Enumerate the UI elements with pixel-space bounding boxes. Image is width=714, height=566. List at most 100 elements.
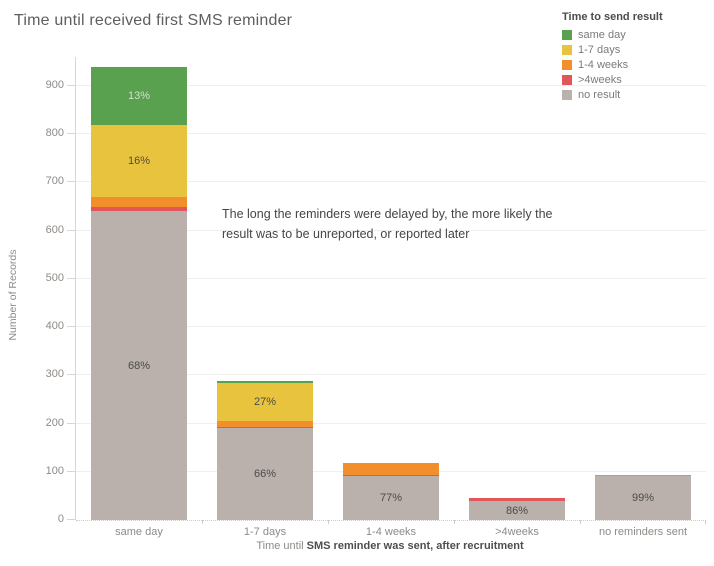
y-tick-mark bbox=[67, 471, 75, 472]
legend-item-label: no result bbox=[578, 88, 621, 101]
color-legend: Time to send result same day 1-7 days 1-4 … bbox=[562, 11, 712, 102]
chart-annotation: The long the reminders were delayed by, … bbox=[222, 204, 553, 244]
bar-slot: 86% bbox=[454, 498, 580, 520]
x-axis-baseline bbox=[76, 520, 706, 521]
segment-label: 66% bbox=[253, 468, 277, 481]
bar-segment[interactable]: 13% bbox=[91, 66, 187, 126]
bar-segment[interactable]: 77% bbox=[343, 476, 439, 520]
legend-title: Time to send result bbox=[562, 11, 663, 23]
y-tick-label: 700 bbox=[45, 175, 64, 187]
y-tick-label: 300 bbox=[45, 368, 64, 380]
legend-swatch-icon bbox=[562, 59, 572, 70]
bar-segment[interactable]: 99% bbox=[595, 475, 691, 520]
legend-items: same day 1-7 days 1-4 weeks >4weeks no resul… bbox=[562, 27, 712, 102]
annotation-line-1: The long the reminders were delayed by, … bbox=[222, 207, 553, 221]
legend-item-label: >4weeks bbox=[578, 73, 622, 86]
stacked-bar-1-4-weeks[interactable]: 77% bbox=[343, 463, 439, 520]
stacked-bar--4weeks[interactable]: 86% bbox=[469, 498, 565, 520]
stacked-bar-same-day[interactable]: 68% 16% 13% bbox=[91, 66, 187, 520]
bar-segment[interactable] bbox=[343, 474, 439, 477]
legend-item[interactable]: >4weeks bbox=[562, 72, 712, 87]
legend-swatch-icon bbox=[562, 89, 572, 100]
bar-segment[interactable] bbox=[595, 474, 691, 476]
annotation-line-2: result was to be unreported, or reported… bbox=[222, 227, 470, 241]
y-tick-label: 800 bbox=[45, 127, 64, 139]
legend-swatch-icon bbox=[562, 29, 572, 40]
y-tick-label: 0 bbox=[57, 513, 64, 525]
bar-segment[interactable]: 86% bbox=[469, 501, 565, 520]
y-tick-mark bbox=[67, 278, 75, 279]
bar-slot: 68% 16% 13% bbox=[76, 66, 202, 520]
y-tick-mark bbox=[67, 230, 75, 231]
gridline bbox=[76, 230, 706, 231]
category-divider bbox=[454, 520, 455, 524]
bar-slot: 66% 27% bbox=[202, 381, 328, 520]
category-divider bbox=[705, 520, 706, 524]
segment-label: 13% bbox=[127, 89, 151, 102]
y-tick-mark bbox=[67, 181, 75, 182]
x-category-label: no reminders sent bbox=[598, 526, 688, 538]
y-tick-label: 100 bbox=[45, 465, 64, 477]
segment-label: 68% bbox=[127, 359, 151, 372]
legend-item[interactable]: 1-7 days bbox=[562, 42, 712, 57]
bar-segment[interactable]: 66% bbox=[217, 428, 313, 520]
category-divider bbox=[202, 520, 203, 524]
y-tick-mark bbox=[67, 326, 75, 327]
x-category-label: 1-4 weeks bbox=[365, 526, 417, 538]
legend-item[interactable]: 1-4 weeks bbox=[562, 57, 712, 72]
bar-slot: 99% bbox=[580, 474, 706, 520]
category-divider bbox=[328, 520, 329, 524]
legend-swatch-icon bbox=[562, 74, 572, 85]
bar-segment[interactable] bbox=[91, 206, 187, 212]
segment-label: 99% bbox=[631, 491, 655, 504]
bar-segment[interactable] bbox=[217, 381, 313, 384]
y-axis-title: Number of Records bbox=[7, 249, 19, 341]
gridline bbox=[76, 326, 706, 327]
gridline bbox=[76, 133, 706, 134]
legend-item-label: 1-4 weeks bbox=[578, 58, 629, 71]
bar-segment[interactable] bbox=[217, 420, 313, 428]
page-title: Time until received first SMS reminder bbox=[14, 12, 293, 29]
category-divider bbox=[580, 520, 581, 524]
y-tick-mark bbox=[67, 374, 75, 375]
x-axis-title: Time until SMS reminder was sent, after … bbox=[75, 540, 705, 552]
bar-segment[interactable] bbox=[469, 498, 565, 502]
legend-item[interactable]: no result bbox=[562, 87, 712, 102]
plot-area: 68% 16% 13% same day 66% 27% 1-7 days 77% 1-4 we… bbox=[67, 57, 706, 538]
legend-item-label: 1-7 days bbox=[578, 43, 621, 56]
legend-item-label: same day bbox=[578, 28, 626, 41]
bar-segment[interactable]: 27% bbox=[217, 383, 313, 421]
legend-item[interactable]: same day bbox=[562, 27, 712, 42]
bar-segment[interactable] bbox=[343, 463, 439, 475]
segment-label: 86% bbox=[505, 504, 529, 517]
bar-segment[interactable]: 68% bbox=[91, 211, 187, 520]
gridline bbox=[76, 278, 706, 279]
y-tick-mark bbox=[67, 519, 75, 520]
gridline bbox=[76, 374, 706, 375]
legend-swatch-icon bbox=[562, 44, 572, 55]
segment-label: 16% bbox=[127, 155, 151, 168]
gridline bbox=[76, 181, 706, 182]
x-axis-title-bold: SMS reminder was sent, after recruitment bbox=[306, 540, 524, 552]
x-category-label: 1-7 days bbox=[243, 526, 287, 538]
y-tick-label: 200 bbox=[45, 417, 64, 429]
stacked-bar-no-reminders-sent[interactable]: 99% bbox=[595, 474, 691, 520]
stacked-bar-1-7-days[interactable]: 66% 27% bbox=[217, 381, 313, 520]
bar-segment[interactable] bbox=[217, 427, 313, 429]
y-tick-mark bbox=[67, 133, 75, 134]
bar-segment[interactable] bbox=[91, 197, 187, 207]
gridline bbox=[76, 85, 706, 86]
bar-slot: 77% bbox=[328, 463, 454, 520]
x-axis-title-normal: Time until bbox=[256, 540, 307, 552]
y-tick-label: 900 bbox=[45, 79, 64, 91]
segment-label: 27% bbox=[253, 395, 277, 408]
gridline bbox=[76, 423, 706, 424]
x-category-label: >4weeks bbox=[495, 526, 539, 538]
y-tick-mark bbox=[67, 423, 75, 424]
bar-segment[interactable]: 16% bbox=[91, 125, 187, 198]
y-tick-label: 500 bbox=[45, 272, 64, 284]
x-category-label: same day bbox=[115, 526, 163, 538]
y-tick-mark bbox=[67, 85, 75, 86]
y-tick-label: 400 bbox=[45, 320, 64, 332]
